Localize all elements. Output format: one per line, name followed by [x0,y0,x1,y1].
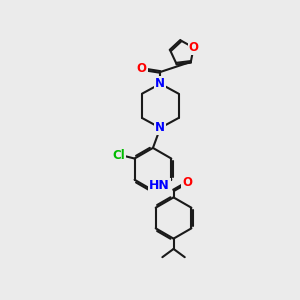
Text: HN: HN [149,178,170,191]
Text: N: N [155,122,165,134]
Text: O: O [182,176,192,189]
Text: O: O [189,41,199,54]
Text: O: O [137,62,147,75]
Text: Cl: Cl [112,149,125,162]
Text: N: N [155,77,165,90]
